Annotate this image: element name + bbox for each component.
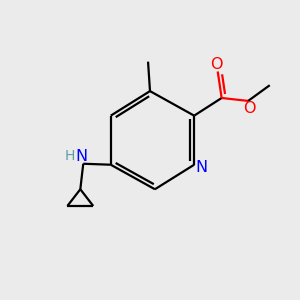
Text: H: H xyxy=(64,149,75,164)
Text: N: N xyxy=(75,149,87,164)
Text: O: O xyxy=(211,57,223,72)
Text: O: O xyxy=(243,101,256,116)
Text: N: N xyxy=(196,160,208,175)
